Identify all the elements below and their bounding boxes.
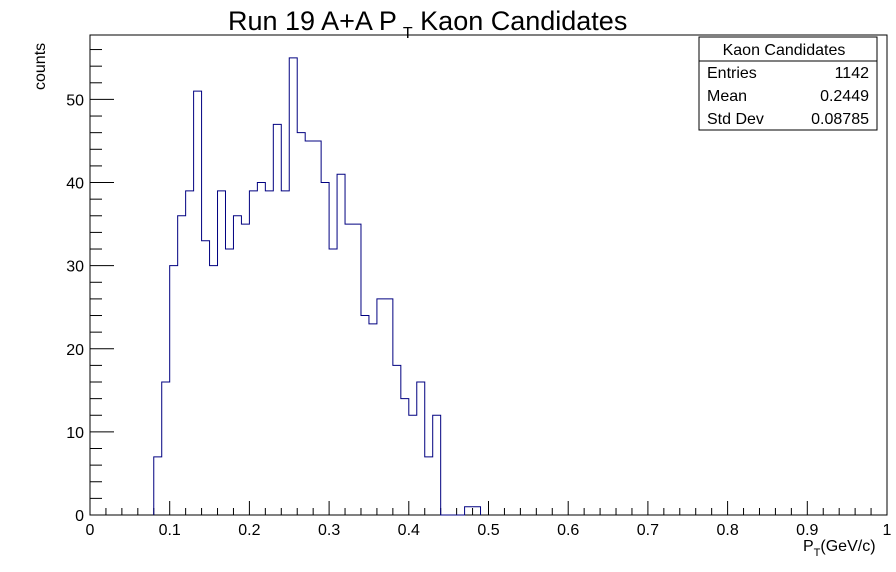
x-axis-ticks (89, 501, 888, 515)
x-tick-label: 0 (86, 522, 95, 539)
stats-mean-value: 0.2449 (820, 88, 869, 105)
y-tick-label: 20 (66, 342, 84, 359)
y-tick-label: 40 (66, 176, 84, 193)
x-axis-tick-labels: 0 0.1 0.2 0.3 0.4 0.5 0.6 0.7 0.8 0.9 1 (86, 522, 892, 539)
y-tick-label: 10 (66, 425, 84, 442)
chart-title: Run 19 A+A P T Kaon Candidates (228, 6, 627, 42)
x-tick-label: 0.8 (716, 522, 738, 539)
stats-box: Kaon Candidates Entries 1142 Mean 0.2449… (698, 36, 878, 131)
y-axis-tick-labels: 0 10 20 30 40 50 (66, 92, 84, 525)
y-tick-label: 50 (66, 92, 84, 109)
x-axis-label: PT(GeV/c) (803, 538, 876, 559)
x-tick-label: 0.2 (238, 522, 260, 539)
x-tick-label: 1 (883, 522, 892, 539)
stats-box-title: Kaon Candidates (723, 42, 846, 59)
y-axis-label: counts (32, 43, 49, 90)
histogram-series (153, 57, 482, 516)
stats-entries-value: 1142 (835, 65, 870, 82)
y-tick-label: 0 (75, 508, 84, 525)
y-axis-ticks (90, 49, 114, 516)
x-tick-label: 0.1 (159, 522, 181, 539)
x-tick-label: 0.6 (557, 522, 579, 539)
x-tick-label: 0.3 (318, 522, 340, 539)
stats-entries-label: Entries (707, 65, 757, 82)
stats-box-frame (698, 36, 878, 131)
x-tick-label: 0.4 (398, 522, 420, 539)
stats-mean-label: Mean (707, 88, 747, 105)
chart-title-rest: Kaon Candidates (413, 6, 628, 36)
chart-title-subscript: T (403, 25, 413, 42)
x-axis-label-subscript: T (814, 547, 821, 559)
y-tick-label: 30 (66, 259, 84, 276)
stats-stddev-value: 0.08785 (811, 111, 869, 128)
chart-title-main: Run 19 A+A P (228, 6, 397, 36)
x-tick-label: 0.9 (796, 522, 818, 539)
x-axis-label-main: P (803, 538, 814, 555)
x-tick-label: 0.5 (477, 522, 499, 539)
x-axis-label-rest: (GeV/c) (820, 538, 875, 555)
x-tick-label: 0.7 (637, 522, 659, 539)
stats-stddev-label: Std Dev (707, 111, 764, 128)
